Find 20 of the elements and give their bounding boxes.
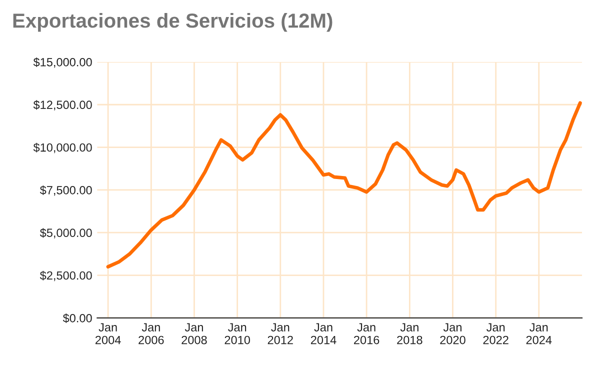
y-tick-label: $10,000.00 [33,142,92,154]
x-tick-label: Jan 2022 [483,323,508,344]
y-tick-label: $7,500.00 [40,185,92,196]
x-tick-label: Jan 2020 [440,323,466,344]
chart-title: Exportaciones de Servicios (12M) [13,12,332,32]
y-tick-label: $0.00 [62,313,92,324]
x-tick-label: Jan 2024 [526,323,552,344]
x-tick-label: Jan 2012 [268,323,293,344]
y-tick-label: $2,500.00 [40,270,92,282]
y-tick-label: $15,000.00 [33,57,92,68]
x-tick-label: Jan 2006 [138,323,164,344]
x-tick-label: Jan 2016 [354,323,380,344]
x-tick-label: Jan 2018 [397,323,422,344]
x-tick-label: Jan 2004 [96,323,121,344]
y-tick-label: $12,500.00 [33,100,92,110]
x-tick-label: Jan 2008 [182,323,207,344]
x-tick-label: Jan 2010 [224,323,250,344]
y-tick-label: $5,000.00 [40,228,92,238]
x-tick-label: Jan 2014 [310,323,336,344]
line-series [106,101,582,268]
